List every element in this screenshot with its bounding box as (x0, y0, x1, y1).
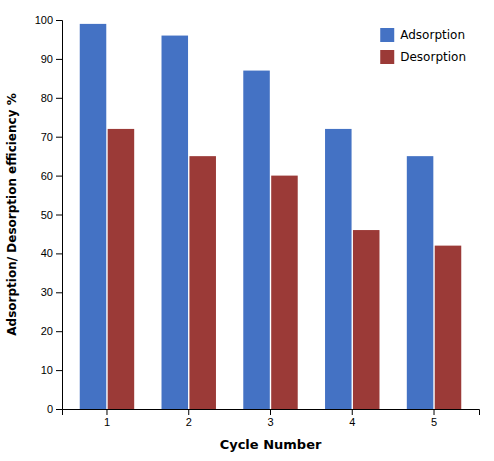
x-axis: 1 2 3 4 5 (63, 409, 480, 428)
tick-mark (56, 409, 62, 410)
axis-domain (63, 410, 480, 416)
bars (80, 24, 462, 409)
bar-series (80, 24, 434, 409)
legend-label: Adsorption (400, 28, 465, 42)
bar (162, 36, 189, 409)
legend-swatch (380, 50, 394, 64)
bar (80, 24, 107, 409)
legend-item: Adsorption (380, 28, 465, 42)
tick: 5 (431, 409, 437, 428)
tick: 1 (104, 409, 110, 428)
tick-mark (56, 370, 62, 371)
tick: 70 (41, 131, 62, 143)
tick: 50 (41, 209, 62, 221)
y-axis: 0 10 20 30 40 50 60 70 80 90 100 (35, 14, 63, 415)
bar (435, 246, 462, 409)
tick-label: 40 (41, 247, 53, 259)
tick: 2 (186, 409, 192, 428)
tick: 100 (35, 14, 62, 26)
tick-label: 70 (41, 131, 53, 143)
tick-label: 20 (41, 325, 53, 337)
tick: 3 (267, 409, 273, 428)
tick-mark (56, 137, 62, 138)
tick-label: 90 (41, 53, 53, 65)
tick-mark (56, 20, 62, 21)
tick-label: 2 (186, 416, 192, 428)
bar (108, 129, 135, 409)
bar (325, 129, 352, 409)
tick-label: 3 (267, 416, 273, 428)
legend-label: Desorption (400, 50, 466, 64)
tick-mark (56, 253, 62, 254)
tick-mark (56, 331, 62, 332)
tick-label: 10 (41, 364, 53, 376)
tick-label: 50 (41, 209, 53, 221)
plot: 0 10 20 30 40 50 60 70 80 90 100 1 2 3 4 5 Adsorption Des… (35, 14, 480, 428)
legend-swatch (380, 28, 394, 42)
bar (407, 156, 434, 409)
tick-label: 100 (35, 14, 53, 26)
bar-series (108, 129, 462, 409)
bar (271, 176, 298, 409)
tick: 60 (41, 170, 62, 182)
legend-item: Desorption (380, 50, 466, 64)
tick-label: 1 (104, 416, 110, 428)
x-axis-title: Cycle Number (220, 437, 322, 452)
tick: 0 (47, 403, 62, 415)
tick-label: 30 (41, 286, 53, 298)
tick-label: 80 (41, 92, 53, 104)
tick-mark (270, 409, 271, 415)
legend: Adsorption Desorption (380, 28, 466, 64)
tick-label: 5 (431, 416, 437, 428)
tick-mark (56, 176, 62, 177)
chart: 0 10 20 30 40 50 60 70 80 90 100 1 2 3 4 5 Adsorption Des… (0, 0, 494, 461)
tick-mark (434, 409, 435, 415)
tick: 4 (349, 409, 355, 428)
tick-mark (56, 215, 62, 216)
axis-domain (56, 21, 63, 410)
tick-label: 0 (47, 403, 53, 415)
tick-mark (56, 292, 62, 293)
tick-label: 60 (41, 170, 53, 182)
tick-mark (106, 409, 107, 415)
tick: 10 (41, 364, 62, 376)
tick-mark (352, 409, 353, 415)
bar (243, 71, 270, 409)
bar (353, 230, 380, 409)
y-axis-title: Adsorption/ Desorption efficiency % (5, 93, 19, 335)
tick: 80 (41, 92, 62, 104)
tick: 30 (41, 286, 62, 298)
tick-mark (56, 59, 62, 60)
tick-label: 4 (349, 416, 355, 428)
tick: 90 (41, 53, 62, 65)
bar (189, 156, 216, 409)
tick: 40 (41, 247, 62, 259)
tick-mark (188, 409, 189, 415)
tick-mark (56, 98, 62, 99)
tick: 20 (41, 325, 62, 337)
